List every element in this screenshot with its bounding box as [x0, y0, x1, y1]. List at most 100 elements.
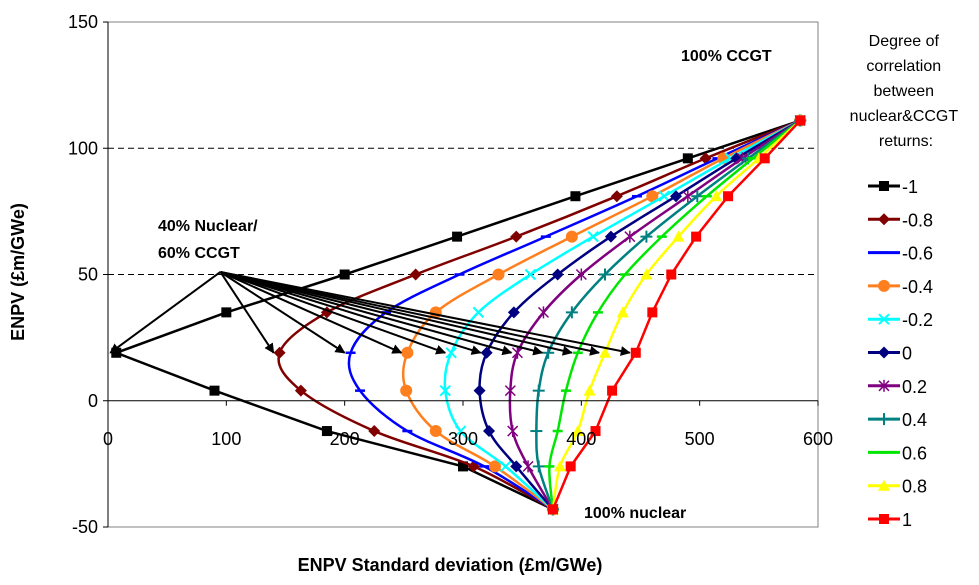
data-point [670, 190, 682, 203]
data-point [409, 268, 422, 281]
series-line [401, 119, 801, 511]
data-point [522, 460, 534, 473]
series-line [478, 119, 801, 511]
data-point [630, 347, 641, 358]
data-point [604, 230, 617, 243]
series-0 [473, 114, 807, 516]
data-point-stroke [472, 306, 485, 319]
data-point [504, 384, 516, 397]
data-point [878, 313, 890, 325]
data-point [640, 268, 653, 280]
data-point [575, 268, 587, 281]
mix-arrow [220, 270, 631, 356]
y-tick-label: 100 [68, 138, 98, 158]
legend-item: -1 [868, 177, 918, 197]
y-tick-label: 150 [68, 12, 98, 32]
y-tick-label: -50 [72, 517, 98, 537]
data-point [532, 460, 545, 473]
data-point [672, 230, 685, 242]
mix-arrow [109, 271, 222, 354]
data-point [795, 115, 806, 126]
legend-item: -0.8 [868, 210, 933, 230]
data-point-stroke [445, 347, 457, 359]
mix-arrow [220, 271, 513, 356]
data-point [221, 307, 232, 318]
data-point [878, 379, 890, 392]
series-0.8 [546, 114, 807, 515]
series-line [277, 119, 801, 511]
data-point [472, 306, 485, 319]
data-point [616, 306, 629, 318]
data-point-stroke [587, 230, 599, 243]
data-point [473, 384, 486, 397]
data-point [624, 230, 636, 243]
data-point [691, 190, 704, 203]
legend-item: 0.8 [868, 477, 927, 497]
data-point-stroke [454, 425, 467, 437]
data-point [454, 425, 467, 437]
legend-label: -1 [902, 177, 918, 197]
data-point [565, 230, 578, 243]
data-point [499, 460, 512, 473]
y-tick-label: 0 [88, 391, 98, 411]
mix-arrow [220, 271, 447, 355]
data-point [570, 191, 581, 202]
legend-item: 0.6 [868, 443, 927, 463]
data-point [507, 425, 519, 438]
data-point [599, 346, 611, 358]
annotation-nuclear: 100% nuclear [584, 505, 686, 522]
x-tick-label: 0 [103, 429, 113, 449]
annotation-layer: 100% CCGT 100% nuclear 40% Nuclear/ 60% … [109, 48, 772, 522]
annotation-mix-line2: 60% CCGT [158, 245, 240, 262]
legend-label: 0.4 [902, 410, 927, 430]
legend-item: -0.6 [868, 244, 933, 264]
data-point [571, 425, 584, 437]
legend-label: -0.8 [902, 210, 933, 230]
data-point [878, 479, 890, 491]
data-point [273, 346, 286, 359]
x-tick-label: 100 [211, 429, 241, 449]
legend-item: 1 [868, 510, 912, 530]
data-point [878, 413, 890, 426]
data-point [452, 231, 463, 242]
data-point-stroke [658, 190, 670, 202]
data-point [551, 268, 564, 281]
data-point [710, 190, 723, 202]
x-tick-label: 200 [330, 429, 360, 449]
mix-arrow [220, 271, 544, 356]
x-axis-label: ENPV Standard deviation (£m/GWe) [298, 555, 603, 575]
data-point-stroke [524, 268, 537, 281]
series-layer [111, 114, 807, 516]
legend-item: -0.4 [868, 277, 933, 297]
data-point [532, 384, 545, 397]
data-point [339, 269, 350, 280]
data-point [879, 514, 889, 524]
mix-arrow [219, 271, 346, 354]
x-tick-label: 400 [566, 429, 596, 449]
data-point [400, 384, 413, 397]
legend-label: 0.2 [902, 377, 927, 397]
data-point [480, 346, 493, 359]
data-point-stroke [878, 313, 890, 325]
legend-item: 0.4 [868, 410, 927, 430]
axis-layer: 0 100 200 300 400 500 600 -50 0 50 100 150 [68, 12, 833, 537]
data-point [542, 346, 555, 359]
data-point-stroke [439, 384, 451, 397]
data-point [640, 230, 653, 243]
data-point [321, 426, 332, 437]
data-point [610, 190, 623, 203]
data-point [294, 384, 307, 397]
data-point [878, 346, 890, 359]
legend-label: 0.6 [902, 443, 927, 463]
data-point [583, 384, 596, 396]
data-point [587, 230, 599, 243]
data-point [878, 279, 890, 292]
data-point [510, 230, 523, 243]
data-point [537, 306, 549, 319]
data-point [547, 504, 558, 515]
data-point [682, 153, 693, 164]
series-line [443, 119, 801, 511]
data-point-stroke [499, 460, 512, 473]
